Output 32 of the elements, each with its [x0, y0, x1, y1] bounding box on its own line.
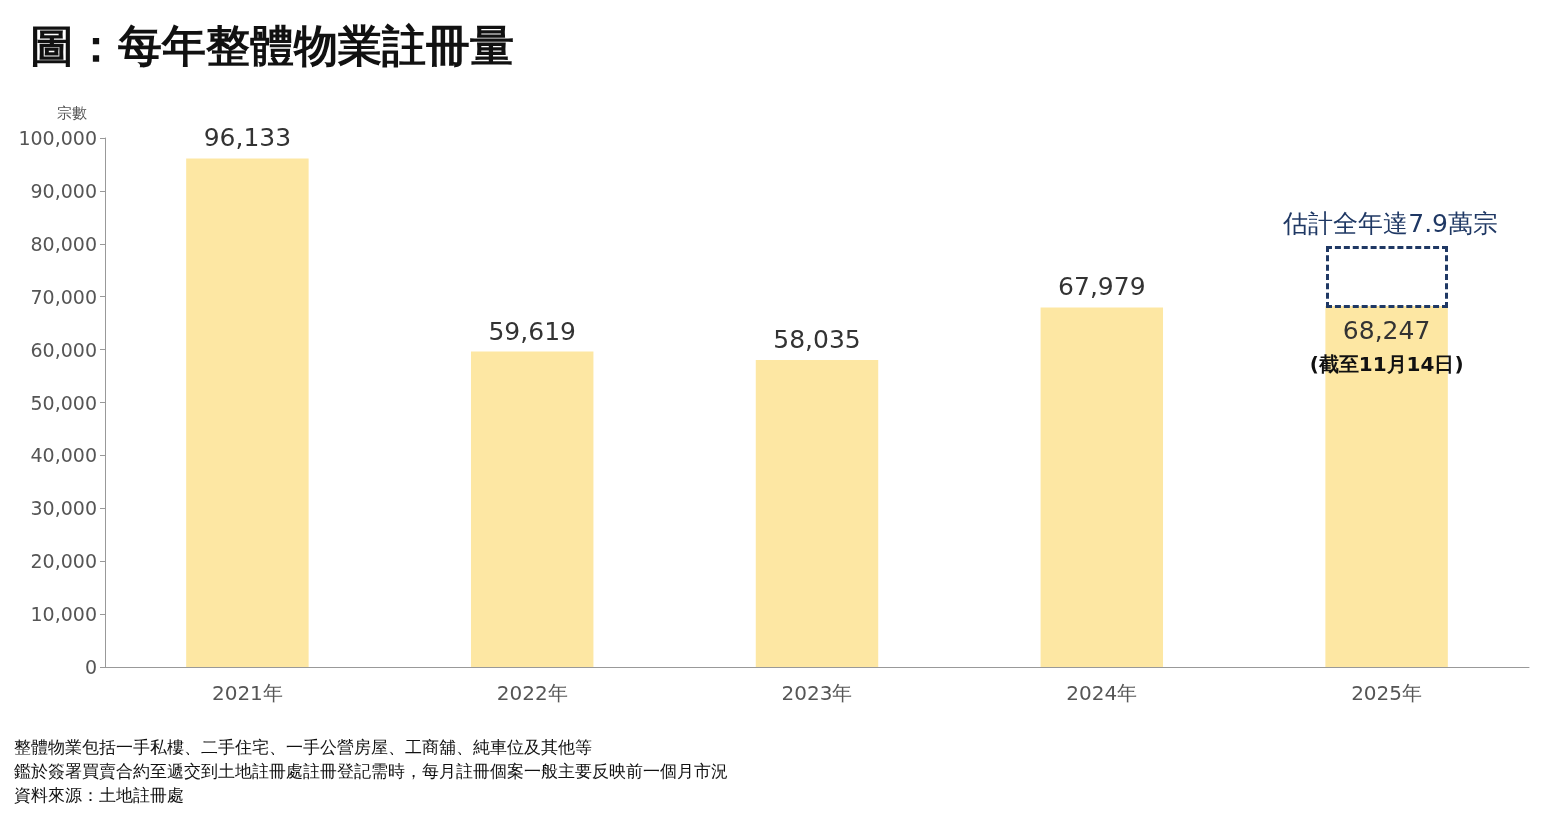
y-tick-label: 70,000 [30, 285, 97, 308]
x-tick-label: 2024年 [1066, 681, 1138, 705]
data-label: 59,619 [488, 316, 576, 346]
y-tick-label: 30,000 [30, 497, 97, 520]
chart-title: 圖：每年整體物業註冊量 [30, 19, 514, 71]
text: 鑑於簽署買賣合約至遞交到土地註冊處註冊登記需時，每月註冊個案一般主要反映前一個月市況 [14, 760, 728, 781]
bar [186, 158, 309, 667]
data-label: 96,133 [203, 123, 292, 153]
annotation: (截至11月14日) [1309, 351, 1464, 376]
data-label: 58,035 [773, 324, 861, 354]
data-label: 67,979 [1058, 272, 1146, 302]
y-tick-label: 20,000 [30, 550, 97, 573]
y-tick-label: 40,000 [30, 444, 97, 467]
text: 整體物業包括一手私樓、二手住宅、一手公營房屋、工商舖、純車位及其他等 [14, 736, 592, 757]
annotation: 估計全年達7.9萬宗 [1282, 208, 1498, 238]
y-tick-label: 80,000 [30, 232, 97, 255]
bar [1040, 307, 1164, 667]
y-tick-label: 0 [84, 656, 97, 678]
y-axis-title: 宗數 [57, 103, 87, 122]
y-tick-label: 50,000 [30, 391, 97, 414]
y-tick-label: 10,000 [30, 603, 97, 626]
y-tick-label: 90,000 [30, 179, 97, 202]
bar [470, 351, 594, 667]
x-tick-label: 2021年 [211, 681, 283, 705]
source-note: 資料來源：土地註冊處 [14, 784, 184, 805]
x-tick-label: 2023年 [781, 681, 853, 705]
x-tick-label: 2025年 [1351, 681, 1423, 705]
x-tick-label: 2022年 [496, 681, 568, 705]
data-label: 68,247 [1342, 315, 1431, 345]
y-tick-label: 60,000 [30, 338, 97, 361]
y-tick-label: 100,000 [18, 127, 97, 149]
bar [755, 359, 879, 667]
